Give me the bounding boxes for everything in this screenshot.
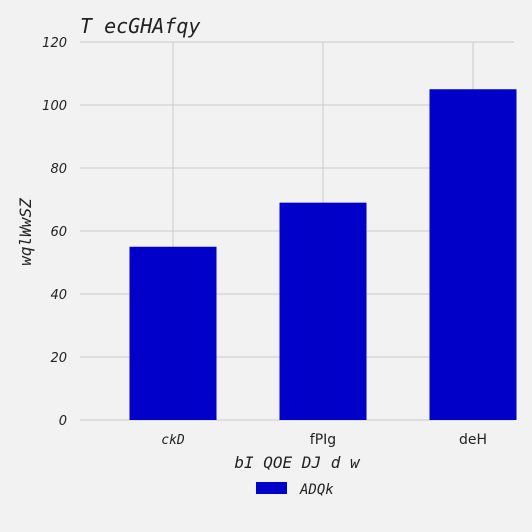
bar-series [129,89,517,420]
legend: ADQk [256,482,334,498]
chart-title: T ecGHAfqy [80,14,200,38]
x-axis-label: bI QOE DJ d w [234,453,361,472]
legend-swatch [256,482,287,494]
legend-label: ADQk [299,482,334,498]
y-tick-label-3: 60 [50,225,67,240]
bar-0 [129,246,217,420]
x-tick-label-2: deH [459,432,487,448]
bar-2 [429,89,517,420]
y-tick-labels: 0 20 40 60 80 100 120 [42,36,67,429]
y-tick-label-2: 40 [50,288,67,303]
y-tick-label-5: 100 [42,99,67,114]
y-tick-label-6: 120 [42,36,67,51]
bar-1 [279,202,367,420]
y-tick-label-0: 0 [59,414,67,429]
x-tick-label-0: ckD [161,433,185,448]
y-tick-label-1: 20 [50,351,67,366]
y-tick-label-4: 80 [50,162,67,177]
x-tick-labels: ckD fPIg deH [161,432,487,448]
x-tick-label-1: fPIg [310,432,336,448]
y-axis-label: wqlWwSZ [16,198,35,266]
